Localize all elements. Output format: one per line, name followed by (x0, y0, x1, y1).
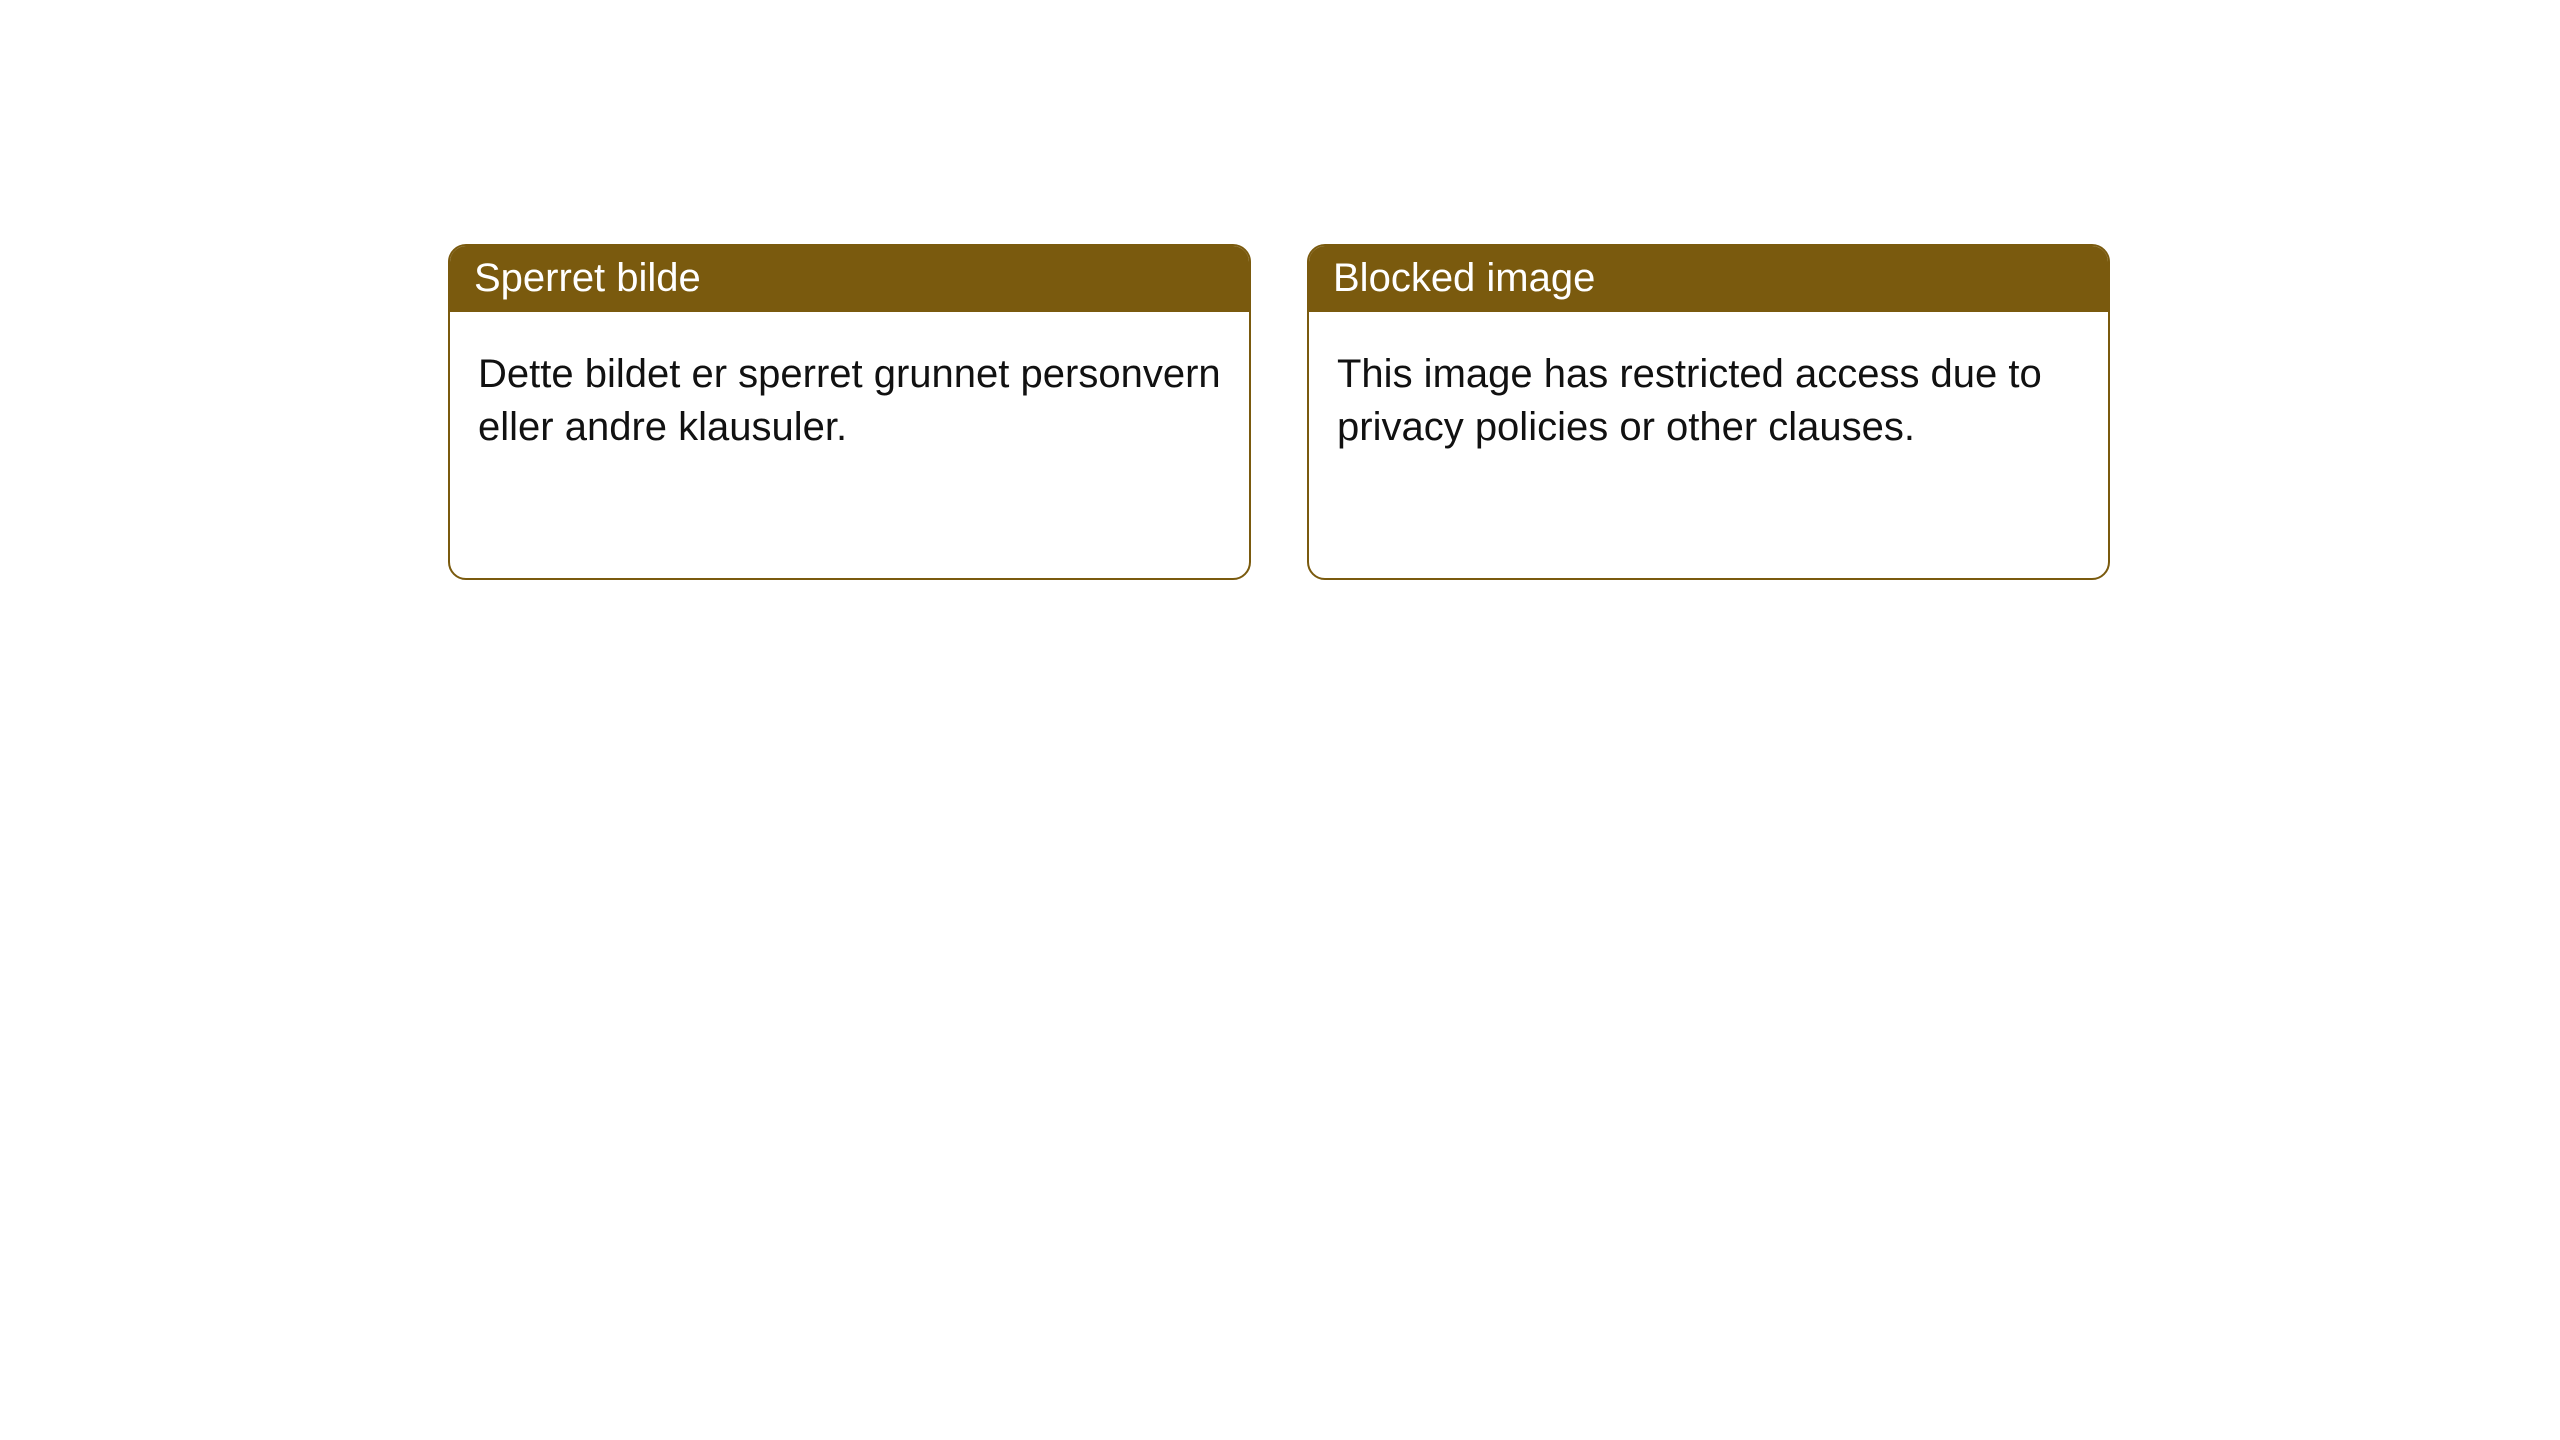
notice-title: Sperret bilde (450, 246, 1249, 312)
notice-card-english: Blocked image This image has restricted … (1307, 244, 2110, 580)
notice-container: Sperret bilde Dette bildet er sperret gr… (0, 0, 2560, 580)
notice-title: Blocked image (1309, 246, 2108, 312)
notice-body-text: This image has restricted access due to … (1309, 312, 2108, 578)
notice-body-text: Dette bildet er sperret grunnet personve… (450, 312, 1249, 578)
notice-card-norwegian: Sperret bilde Dette bildet er sperret gr… (448, 244, 1251, 580)
